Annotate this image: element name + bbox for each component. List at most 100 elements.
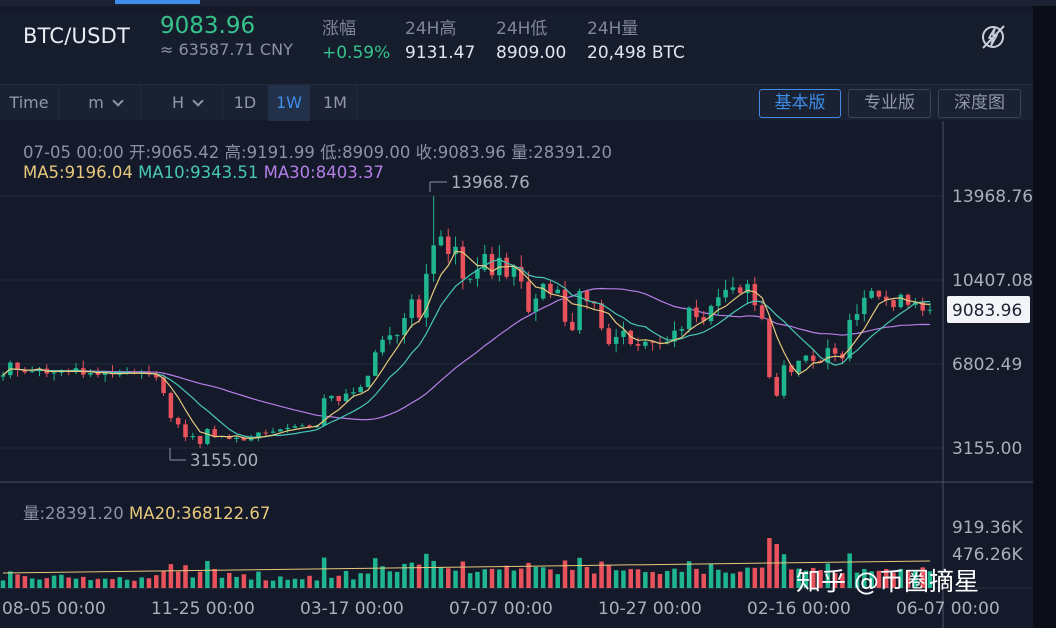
volume-bar bbox=[570, 569, 575, 588]
hour-dropdown[interactable]: H bbox=[152, 85, 222, 121]
volume-bar bbox=[59, 574, 64, 588]
depth-view-button[interactable]: 深度图 bbox=[938, 89, 1021, 118]
volume-bar bbox=[847, 553, 852, 588]
volume-bar bbox=[548, 569, 553, 588]
volume-bar bbox=[117, 577, 123, 588]
candle bbox=[701, 317, 706, 322]
price-chart[interactable]: 13968.76 3155.00 13968.76 10407.08 6802.… bbox=[0, 121, 1033, 628]
candle bbox=[854, 314, 860, 320]
volume-bar bbox=[161, 570, 166, 588]
active-tab-indicator bbox=[115, 0, 200, 4]
ma30-line-path bbox=[2, 287, 931, 421]
volume-bar bbox=[694, 568, 699, 588]
candle bbox=[292, 426, 298, 428]
time-tick: 03-17 00:00 bbox=[300, 599, 404, 619]
ma-legend: MA5:9196.04 MA10:9343.51 MA30:8403.37 bbox=[23, 163, 384, 182]
candle bbox=[548, 283, 553, 294]
volume-bar bbox=[613, 570, 619, 588]
volume-bar bbox=[416, 564, 422, 588]
candle bbox=[190, 435, 196, 438]
candle bbox=[270, 431, 276, 433]
candle bbox=[416, 299, 422, 318]
volume-bar bbox=[248, 579, 254, 588]
volume-bar bbox=[241, 574, 247, 588]
volume-bar bbox=[183, 565, 188, 588]
volume-bar bbox=[321, 557, 327, 588]
candle bbox=[869, 290, 874, 298]
right-scroll-edge[interactable] bbox=[1033, 6, 1056, 628]
candle bbox=[402, 318, 407, 336]
candle bbox=[694, 307, 699, 318]
volume-bar bbox=[212, 568, 217, 588]
volume-bar bbox=[445, 568, 451, 588]
toolbar-divider bbox=[58, 85, 59, 121]
time-button[interactable]: Time bbox=[9, 93, 49, 112]
volume-bar bbox=[591, 573, 597, 588]
volume-bar bbox=[701, 573, 706, 588]
volume-bar bbox=[0, 580, 6, 588]
toolbar-divider bbox=[140, 85, 141, 121]
candle bbox=[51, 372, 57, 374]
volume-bar bbox=[314, 580, 320, 588]
candle bbox=[723, 289, 728, 298]
volume-bar bbox=[139, 577, 144, 588]
candle bbox=[621, 330, 626, 337]
volume-bar bbox=[44, 578, 50, 588]
pro-view-button[interactable]: 专业版 bbox=[848, 89, 931, 118]
candle bbox=[22, 370, 28, 373]
candle bbox=[789, 365, 794, 373]
time-tick: 10-27 00:00 bbox=[598, 599, 702, 619]
volume-bar bbox=[329, 577, 334, 588]
volume-bar bbox=[584, 566, 590, 588]
ma10-line-path bbox=[2, 259, 931, 439]
volume-bar bbox=[555, 574, 561, 588]
volume-bar bbox=[467, 573, 473, 588]
volume-bar bbox=[774, 544, 779, 588]
volume-bar bbox=[438, 567, 444, 588]
volume-bar bbox=[73, 578, 79, 588]
interval-1d-button[interactable]: 1D bbox=[233, 93, 257, 112]
candle bbox=[774, 377, 779, 396]
ohlc-low: 低:8909.00 bbox=[320, 143, 411, 162]
candle bbox=[643, 341, 648, 346]
time-tick: 06-07 00:00 bbox=[896, 599, 1000, 619]
stat-24h-low-value: 8909.00 bbox=[496, 43, 567, 63]
volume-bar bbox=[818, 570, 823, 588]
volume-bar bbox=[650, 571, 655, 588]
candle bbox=[767, 318, 772, 378]
volume-bar bbox=[686, 561, 692, 588]
volume-bar bbox=[540, 567, 546, 588]
stat-24h-low-label: 24H低 bbox=[496, 19, 548, 39]
volume-bar bbox=[628, 569, 633, 588]
volume-legend-value: 量:28391.20 bbox=[23, 504, 124, 523]
basic-view-button[interactable]: 基本版 bbox=[759, 89, 841, 118]
candle bbox=[445, 236, 451, 254]
candle bbox=[175, 418, 181, 425]
interval-1w-button[interactable]: 1W bbox=[268, 85, 310, 121]
candle bbox=[708, 305, 714, 322]
time-tick: 07-07 00:00 bbox=[449, 599, 553, 619]
bolt-off-icon[interactable] bbox=[978, 22, 1008, 52]
volume-bar bbox=[526, 562, 531, 588]
time-axis: 08-05 00:00 11-25 00:00 03-17 00:00 07-0… bbox=[2, 599, 1000, 619]
candle bbox=[321, 398, 327, 426]
candle bbox=[29, 371, 35, 373]
volume-bar bbox=[672, 568, 677, 588]
last-price-cny: ≈ 63587.71 CNY bbox=[160, 40, 293, 59]
minute-dropdown-label: m bbox=[88, 93, 104, 112]
volume-bar bbox=[124, 579, 130, 588]
candle bbox=[168, 393, 174, 419]
candle bbox=[781, 365, 787, 396]
minute-dropdown[interactable]: m bbox=[70, 85, 140, 121]
watermark: 知乎 @币圈摘星 bbox=[796, 567, 979, 596]
volume-bar bbox=[431, 560, 436, 588]
candle bbox=[555, 289, 561, 294]
pair-name[interactable]: BTC/USDT bbox=[23, 24, 131, 48]
candle bbox=[584, 291, 590, 302]
volume-bar bbox=[883, 568, 889, 588]
candle bbox=[183, 424, 188, 438]
max-price-label: 13968.76 bbox=[451, 173, 530, 192]
interval-1m-button[interactable]: 1M bbox=[323, 93, 347, 112]
volume-bar bbox=[219, 577, 225, 588]
volume-bar bbox=[88, 580, 93, 588]
